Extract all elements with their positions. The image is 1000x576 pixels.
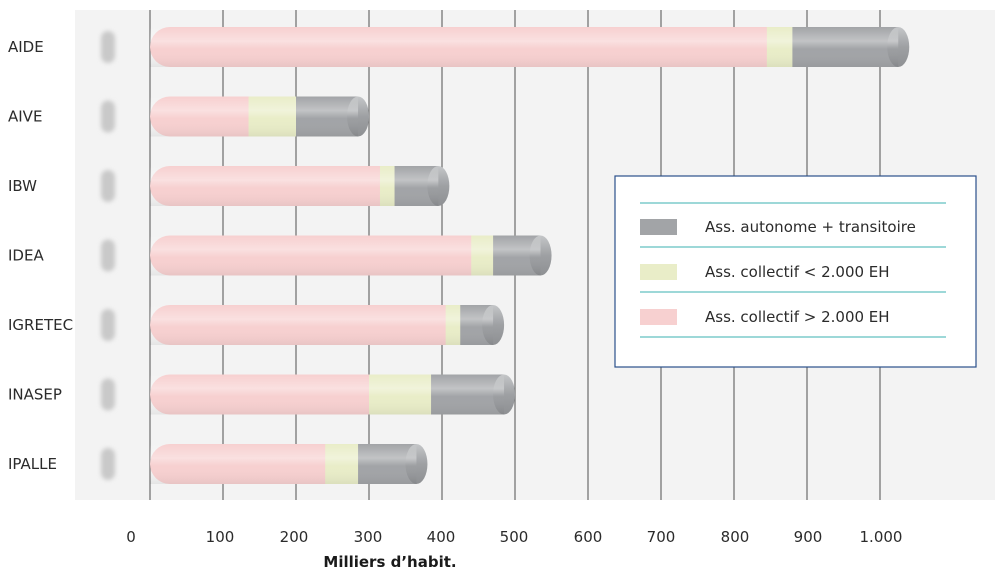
blurred-marker — [101, 239, 115, 272]
x-tick-label: 500 — [500, 528, 529, 546]
category-label: AIVE — [8, 108, 42, 126]
blurred-marker — [101, 170, 115, 202]
blurred-marker — [101, 378, 115, 411]
x-tick-label: 800 — [721, 528, 750, 546]
legend-label: Ass. autonome + transitoire — [705, 218, 916, 236]
legend: Ass. autonome + transitoire Ass. collecti… — [614, 175, 977, 368]
x-tick-label: 900 — [794, 528, 823, 546]
bar-highlight — [150, 96, 359, 137]
category-label: IGRETEC — [8, 316, 73, 334]
category-label: IBW — [8, 177, 37, 195]
legend-swatch — [640, 309, 677, 325]
bar-highlight — [150, 374, 505, 415]
blurred-marker — [101, 31, 115, 63]
bars — [150, 27, 910, 484]
legend-swatch — [640, 219, 677, 235]
legend-swatch — [640, 264, 677, 280]
x-tick-label: 100 — [206, 528, 235, 546]
category-label: AIDE — [8, 38, 44, 56]
x-tick-label: 200 — [280, 528, 309, 546]
x-tick-label: 0 — [126, 528, 136, 546]
category-label: IPALLE — [8, 455, 57, 473]
category-label: IDEA — [8, 247, 44, 265]
x-tick-label: 400 — [427, 528, 456, 546]
category-label: INASEP — [8, 386, 62, 404]
blurred-marker — [101, 448, 115, 480]
blurred-marker — [101, 309, 115, 341]
blurred-marker — [101, 100, 115, 133]
bar-highlight — [150, 444, 417, 484]
bar-highlight — [150, 166, 439, 206]
x-tick-label: 600 — [574, 528, 603, 546]
blurred-markers — [101, 31, 115, 480]
bar-highlight — [150, 27, 899, 67]
x-axis-title: Milliers d’habit. — [323, 553, 456, 571]
bar-highlight — [150, 235, 541, 276]
bar-highlight — [150, 305, 494, 345]
x-tick-label: 1.000 — [860, 528, 903, 546]
x-tick-label: 700 — [647, 528, 676, 546]
legend-label: Ass. collectif < 2.000 EH — [705, 263, 890, 281]
category-labels: AIDE AIVE IBW IDEA IGRETEC INASEP IPALLE — [8, 38, 73, 473]
legend-label: Ass. collectif > 2.000 EH — [705, 308, 890, 326]
x-tick-label: 300 — [354, 528, 383, 546]
x-tick-labels: 0 100 200 300 400 500 600 700 800 900 1.000 — [126, 528, 902, 546]
